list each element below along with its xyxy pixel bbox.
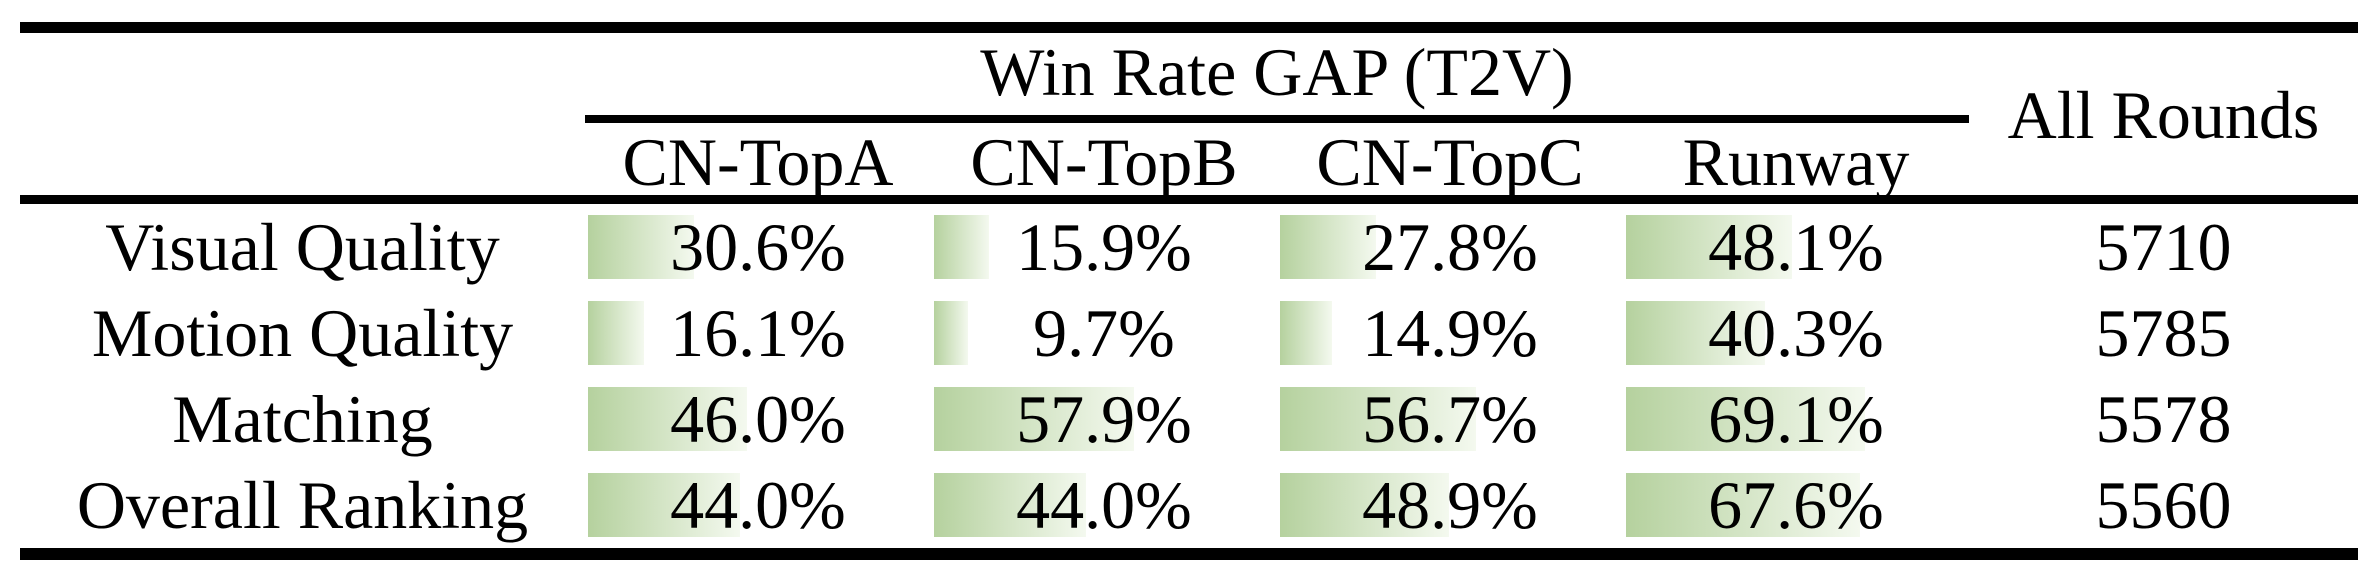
win-rate-cell: 30.6% (585, 204, 931, 290)
header-body-rule (20, 195, 2358, 204)
row-label: Motion Quality (91, 294, 514, 371)
win-rate-cell: 44.0% (585, 462, 931, 548)
win-rate-cell: 69.1% (1623, 376, 1969, 462)
row-label: Matching (172, 380, 433, 457)
win-rate-value: 30.6% (670, 208, 846, 285)
win-rate-cell: 15.9% (931, 204, 1277, 290)
data-bar (1280, 301, 1332, 365)
data-bar (934, 301, 968, 365)
column-header-cn-topc: CN-TopC (1316, 123, 1584, 200)
column-header-cn-topa: CN-TopA (622, 123, 894, 200)
win-rate-cell: 67.6% (1623, 462, 1969, 548)
data-bar (588, 473, 741, 537)
data-bar (1280, 473, 1450, 537)
bottom-rule (20, 548, 2358, 560)
data-bar (1626, 301, 1766, 365)
win-rate-value: 14.9% (1362, 294, 1538, 371)
table-body: Visual Quality 30.6% 15.9% 27.8% 48.1% 5… (20, 204, 2358, 548)
top-rule (20, 22, 2358, 33)
all-rounds-value: 5560 (2095, 466, 2232, 543)
win-rate-cell: 14.9% (1277, 290, 1623, 376)
data-bar (588, 387, 748, 451)
win-rate-value: 15.9% (1016, 208, 1192, 285)
win-rate-cell: 40.3% (1623, 290, 1969, 376)
win-rate-cell: 48.9% (1277, 462, 1623, 548)
data-bar (934, 473, 1087, 537)
data-bar (1626, 473, 1860, 537)
table-row-visual-quality: Visual Quality 30.6% 15.9% 27.8% 48.1% 5… (20, 204, 2358, 290)
win-rate-cell: 48.1% (1623, 204, 1969, 290)
data-bar (1280, 387, 1477, 451)
data-bar (1626, 387, 1866, 451)
win-rate-cell: 27.8% (1277, 204, 1623, 290)
win-rate-value: 27.8% (1362, 208, 1538, 285)
group-header-win-rate-gap: Win Rate GAP (T2V) (980, 33, 1574, 110)
win-rate-value: 46.0% (670, 380, 846, 457)
win-rate-value: 69.1% (1708, 380, 1884, 457)
table-row-matching: Matching 46.0% 57.9% 56.7% 69.1% 5578 (20, 376, 2358, 462)
win-rate-value: 40.3% (1708, 294, 1884, 371)
win-rate-value: 67.6% (1708, 466, 1884, 543)
win-rate-value: 16.1% (670, 294, 846, 371)
column-header-cn-topb: CN-TopB (970, 123, 1238, 200)
column-header-all-rounds: All Rounds (2007, 76, 2320, 153)
data-bar (1280, 215, 1377, 279)
win-rate-value: 44.0% (670, 466, 846, 543)
table-row-overall-ranking: Overall Ranking 44.0% 44.0% 48.9% 67.6% … (20, 462, 2358, 548)
data-bar (1626, 215, 1793, 279)
row-label: Overall Ranking (76, 466, 529, 543)
data-bar (588, 215, 694, 279)
win-rate-cell: 46.0% (585, 376, 931, 462)
win-rate-value: 44.0% (1016, 466, 1192, 543)
win-rate-value: 9.7% (1033, 294, 1175, 371)
row-label: Visual Quality (105, 208, 500, 285)
win-rate-cell: 44.0% (931, 462, 1277, 548)
win-rate-cell: 56.7% (1277, 376, 1623, 462)
win-rate-value: 56.7% (1362, 380, 1538, 457)
win-rate-value: 48.1% (1708, 208, 1884, 285)
win-rate-value: 57.9% (1016, 380, 1192, 457)
all-rounds-value: 5710 (2095, 208, 2232, 285)
win-rate-value: 48.9% (1362, 466, 1538, 543)
win-rate-cell: 16.1% (585, 290, 931, 376)
column-header-runway: Runway (1682, 123, 1910, 200)
data-bar (934, 387, 1135, 451)
table-row-motion-quality: Motion Quality 16.1% 9.7% 14.9% 40.3% 57… (20, 290, 2358, 376)
win-rate-cell: 57.9% (931, 376, 1277, 462)
group-header-underline (585, 115, 1969, 123)
all-rounds-value: 5578 (2095, 380, 2232, 457)
data-bar (934, 215, 989, 279)
all-rounds-value: 5785 (2095, 294, 2232, 371)
data-bar (588, 301, 644, 365)
win-rate-cell: 9.7% (931, 290, 1277, 376)
